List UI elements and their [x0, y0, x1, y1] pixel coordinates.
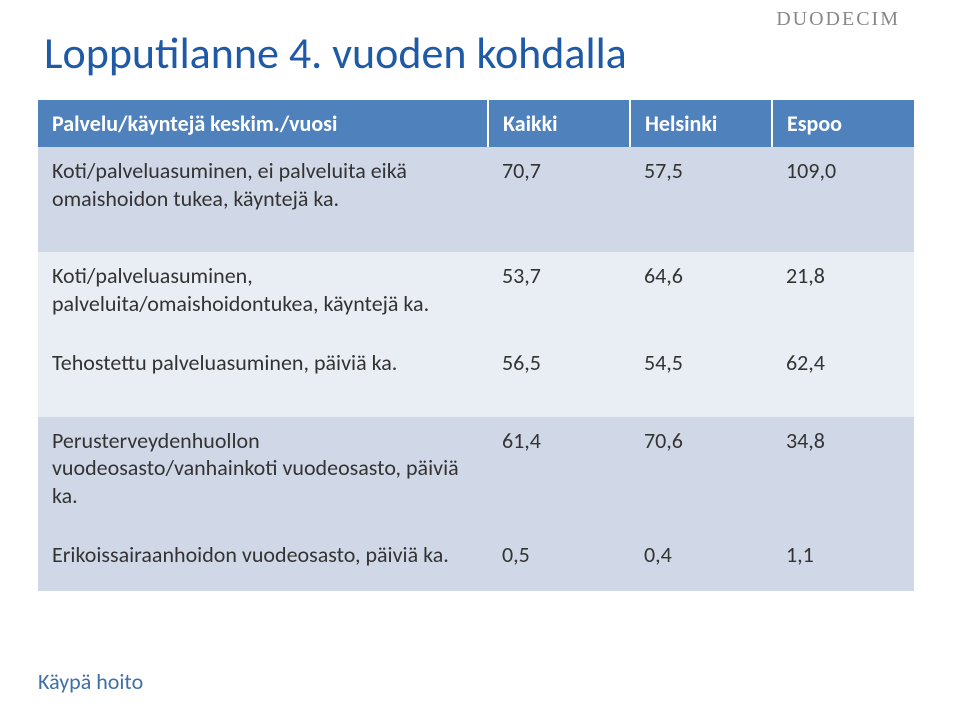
- row-label: Koti/palveluasuminen, ei palveluita eikä…: [38, 147, 488, 234]
- row-label: Koti/palveluasuminen, palveluita/omaisho…: [38, 252, 488, 339]
- row-value: 70,7: [488, 147, 630, 234]
- table-header-row: Palvelu/käyntejä keskim./vuosi Kaikki He…: [38, 100, 914, 147]
- col-header-service: Palvelu/käyntejä keskim./vuosi: [38, 100, 488, 147]
- table-row: Perusterveydenhuollon vuodeosasto/vanhai…: [38, 417, 914, 532]
- row-value: 21,8: [772, 252, 914, 339]
- row-label: Erikoissairaanhoidon vuodeosasto, päiviä…: [38, 531, 488, 591]
- table-row: Koti/palveluasuminen, ei palveluita eikä…: [38, 147, 914, 234]
- row-value: 109,0: [772, 147, 914, 234]
- table-body: Koti/palveluasuminen, ei palveluita eikä…: [38, 147, 914, 591]
- row-value: 54,5: [630, 339, 772, 399]
- slide: DUODECIM Lopputilanne 4. vuoden kohdalla…: [0, 0, 960, 717]
- row-value: 1,1: [772, 531, 914, 591]
- row-value: 56,5: [488, 339, 630, 399]
- col-header-helsinki: Helsinki: [630, 100, 772, 147]
- row-value: 34,8: [772, 417, 914, 532]
- row-label: Perusterveydenhuollon vuodeosasto/vanhai…: [38, 417, 488, 532]
- table-spacer: [38, 399, 914, 417]
- row-value: 61,4: [488, 417, 630, 532]
- brand-top: DUODECIM: [776, 8, 900, 31]
- table-row: Erikoissairaanhoidon vuodeosasto, päiviä…: [38, 531, 914, 591]
- table-row: Tehostettu palveluasuminen, päiviä ka.56…: [38, 339, 914, 399]
- brand-bottom: Käypä hoito: [38, 668, 143, 695]
- row-value: 57,5: [630, 147, 772, 234]
- row-value: 62,4: [772, 339, 914, 399]
- col-header-kaikki: Kaikki: [488, 100, 630, 147]
- data-table: Palvelu/käyntejä keskim./vuosi Kaikki He…: [38, 100, 914, 591]
- row-value: 0,4: [630, 531, 772, 591]
- col-header-espoo: Espoo: [772, 100, 914, 147]
- row-label: Tehostettu palveluasuminen, päiviä ka.: [38, 339, 488, 399]
- row-value: 70,6: [630, 417, 772, 532]
- table-row: Koti/palveluasuminen, palveluita/omaisho…: [38, 252, 914, 339]
- row-value: 53,7: [488, 252, 630, 339]
- table-spacer: [38, 234, 914, 252]
- page-title: Lopputilanne 4. vuoden kohdalla: [44, 26, 627, 80]
- row-value: 0,5: [488, 531, 630, 591]
- row-value: 64,6: [630, 252, 772, 339]
